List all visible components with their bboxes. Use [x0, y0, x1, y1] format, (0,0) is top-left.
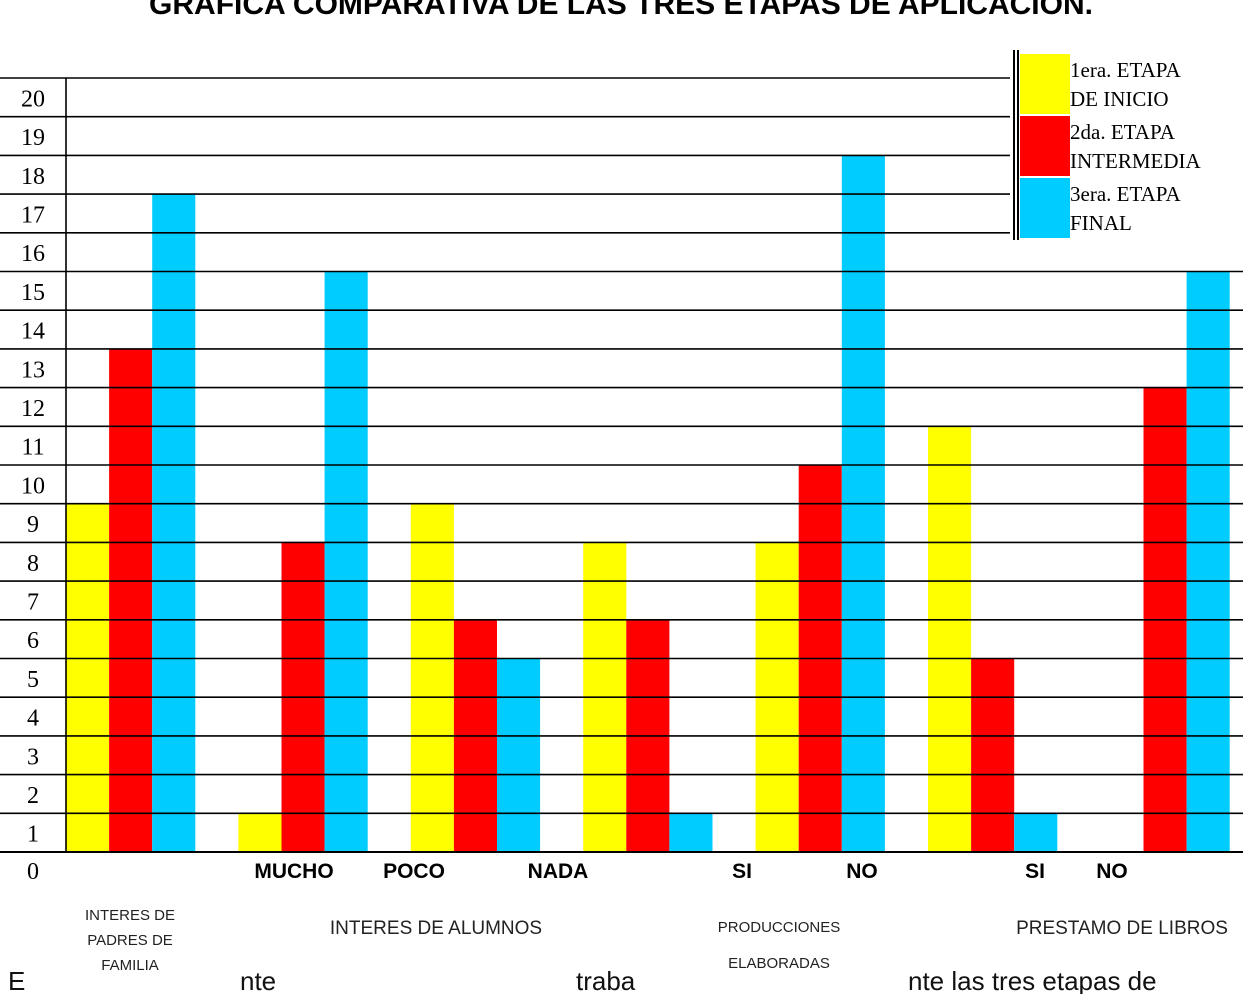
x-tick-label-4: SI: [732, 860, 752, 883]
bar-series-3-cat-7: [1186, 271, 1230, 852]
x-tick-label-2: POCO: [383, 860, 445, 883]
y-tick-18: 18: [21, 164, 45, 190]
group-label-1-line-1: INTERES DE: [85, 907, 175, 924]
group-label-3-line-1: PRODUCCIONES: [718, 919, 841, 936]
bar-series-1-cat-6: [928, 426, 972, 852]
footer-text-fragment-3: traba: [576, 966, 636, 994]
footer-text-fragment-2: nte: [240, 966, 276, 994]
grid-layer: [0, 77, 1243, 853]
legend-label-2-line-2: INTERMEDIA: [1070, 149, 1201, 173]
group-label-2-line-1: INTERES DE ALUMNOS: [330, 918, 542, 939]
x-tick-label-5: NO: [846, 860, 878, 883]
y-tick-10: 10: [21, 473, 45, 499]
y-tick-2: 2: [27, 783, 39, 809]
bar-series-3-cat-2: [324, 271, 368, 852]
x-tick-label-6: SI: [1025, 860, 1045, 883]
labels-layer: GRAFICA COMPARATIVA DE LAS TRES ETAPAS D…: [8, 0, 1228, 994]
group-label-4-line-1: PRESTAMO DE LIBROS: [1016, 918, 1228, 939]
x-tick-label-7: NO: [1096, 860, 1128, 883]
y-tick-6: 6: [27, 628, 39, 654]
group-label-3-line-2: ELABORADAS: [728, 955, 830, 972]
y-tick-11: 11: [21, 435, 44, 461]
y-tick-19: 19: [21, 125, 45, 151]
legend-label-1-line-2: DE INICIO: [1070, 87, 1169, 111]
bar-series-3-cat-3: [497, 658, 541, 852]
y-tick-9: 9: [27, 512, 39, 538]
bar-series-3-cat-6: [1014, 813, 1058, 852]
group-label-1-line-2: PADRES DE: [87, 932, 173, 949]
legend-label-2-line-1: 2da. ETAPA: [1070, 120, 1176, 144]
y-tick-5: 5: [27, 667, 39, 693]
bar-series-2-cat-1: [109, 348, 153, 852]
bar-series-1-cat-1: [66, 503, 110, 852]
y-tick-4: 4: [27, 706, 39, 732]
x-tick-label-1: MUCHO: [254, 860, 333, 883]
legend-swatch-1: [1020, 54, 1070, 114]
legend-label-3-line-1: 3era. ETAPA: [1070, 182, 1182, 206]
group-label-1-line-3: FAMILIA: [101, 957, 159, 974]
y-tick-3: 3: [27, 744, 39, 770]
y-tick-15: 15: [21, 280, 45, 306]
legend-swatch-3: [1020, 178, 1070, 238]
chart-title: GRAFICA COMPARATIVA DE LAS TRES ETAPAS D…: [149, 0, 1093, 21]
legend-label-3-line-2: FINAL: [1070, 211, 1132, 235]
y-tick-7: 7: [27, 589, 39, 615]
y-tick-17: 17: [21, 202, 45, 228]
bar-series-1-cat-3: [410, 503, 454, 852]
bar-series-1-cat-2: [238, 813, 282, 852]
x-tick-label-3: NADA: [528, 860, 589, 883]
bar-series-3-cat-1: [152, 194, 196, 853]
legend: 1era. ETAPA DE INICIO 2da. ETAPA INTERMEDIA…: [1010, 50, 1243, 240]
legend-swatch-2: [1020, 116, 1070, 176]
bar-series-2-cat-6: [971, 658, 1015, 852]
y-tick-8: 8: [27, 551, 39, 577]
footer-text-fragment-1: E: [8, 966, 25, 994]
footer-text-fragment-4: nte las tres etapas de: [908, 966, 1157, 994]
y-tick-16: 16: [21, 241, 45, 267]
legend-label-1-line-1: 1era. ETAPA: [1070, 58, 1182, 82]
y-tick-14: 14: [21, 319, 45, 345]
y-tick-12: 12: [21, 396, 45, 422]
y-tick-13: 13: [21, 357, 45, 383]
y-tick-20: 20: [21, 86, 45, 112]
bar-series-3-cat-4: [669, 813, 713, 852]
y-tick-0: 0: [27, 859, 39, 885]
y-tick-1: 1: [27, 822, 39, 848]
